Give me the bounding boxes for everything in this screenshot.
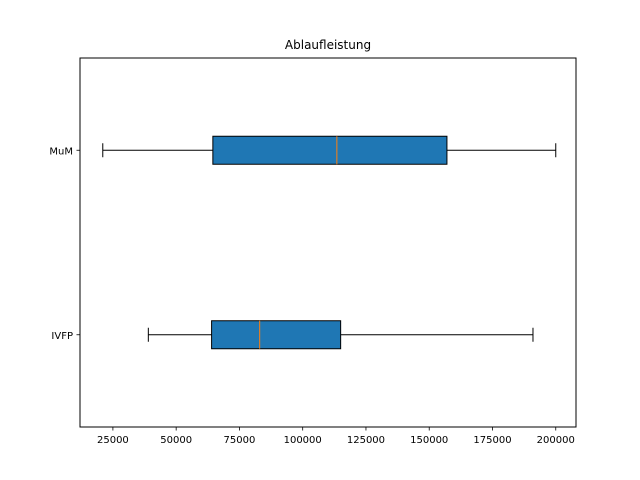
chart-title: Ablaufleistung: [285, 38, 371, 52]
box-ivfp: [147, 320, 534, 350]
iqr-box: [211, 320, 342, 350]
boxes-group: [102, 135, 557, 350]
x-tick-label: 25000: [97, 435, 129, 446]
x-tick-label: 100000: [284, 435, 322, 446]
x-tick-label: 175000: [473, 435, 511, 446]
plot-frame: [79, 57, 577, 428]
x-axis: 25000 50000 75000 100000 125000 150000 175000 2…: [97, 427, 575, 446]
x-tick-label: 125000: [347, 435, 385, 446]
iqr-box: [212, 135, 448, 165]
x-tick-label: 150000: [410, 435, 448, 446]
y-axis: IVFP MuM: [49, 146, 80, 342]
y-tick-label: MuM: [49, 146, 73, 157]
x-tick-label: 200000: [537, 435, 575, 446]
y-tick-label: IVFP: [51, 331, 73, 342]
x-tick-label: 50000: [160, 435, 192, 446]
x-tick-label: 75000: [224, 435, 256, 446]
box-mum: [102, 135, 557, 165]
